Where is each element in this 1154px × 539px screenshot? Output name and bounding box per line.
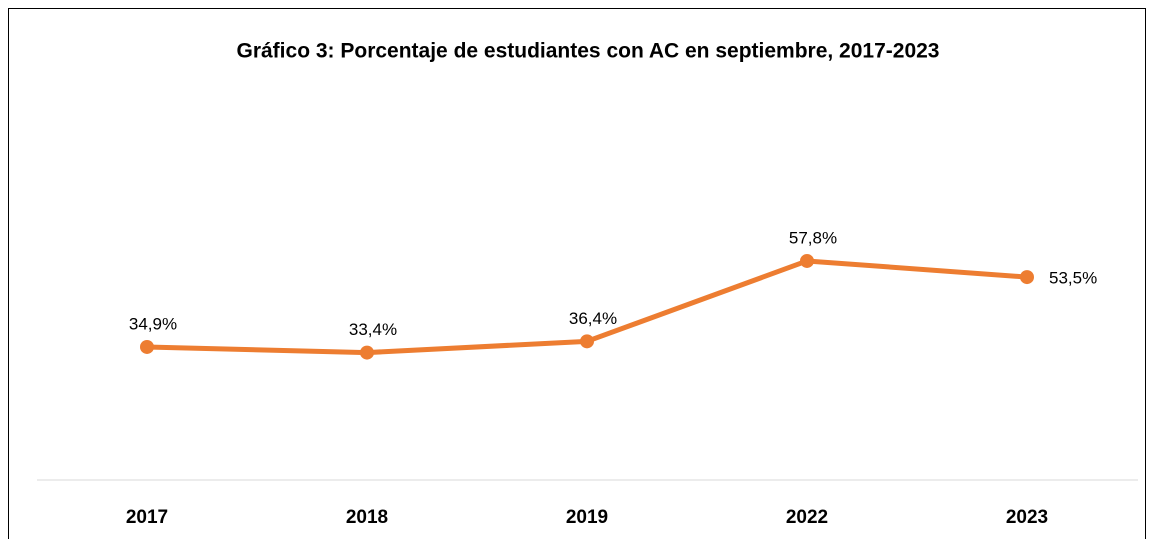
point [1020,270,1034,285]
point [800,253,814,268]
data-label: 34,9% [129,314,177,333]
chart-title: Gráfico 3: Porcentaje de estudiantes con… [237,40,940,63]
data-label: 57,8% [789,228,837,247]
point [360,345,374,360]
data-label: 36,4% [569,309,617,328]
x-tick-label: 2018 [346,507,388,528]
x-tick-label: 2023 [1006,507,1048,528]
chart-frame [8,8,1146,539]
x-tick-label: 2022 [786,507,828,528]
point [580,334,594,349]
point [140,339,154,354]
x-tick-label: 2017 [126,507,168,528]
data-label: 53,5% [1049,269,1097,288]
data-label: 33,4% [349,320,397,339]
x-tick-label: 2019 [566,507,608,528]
